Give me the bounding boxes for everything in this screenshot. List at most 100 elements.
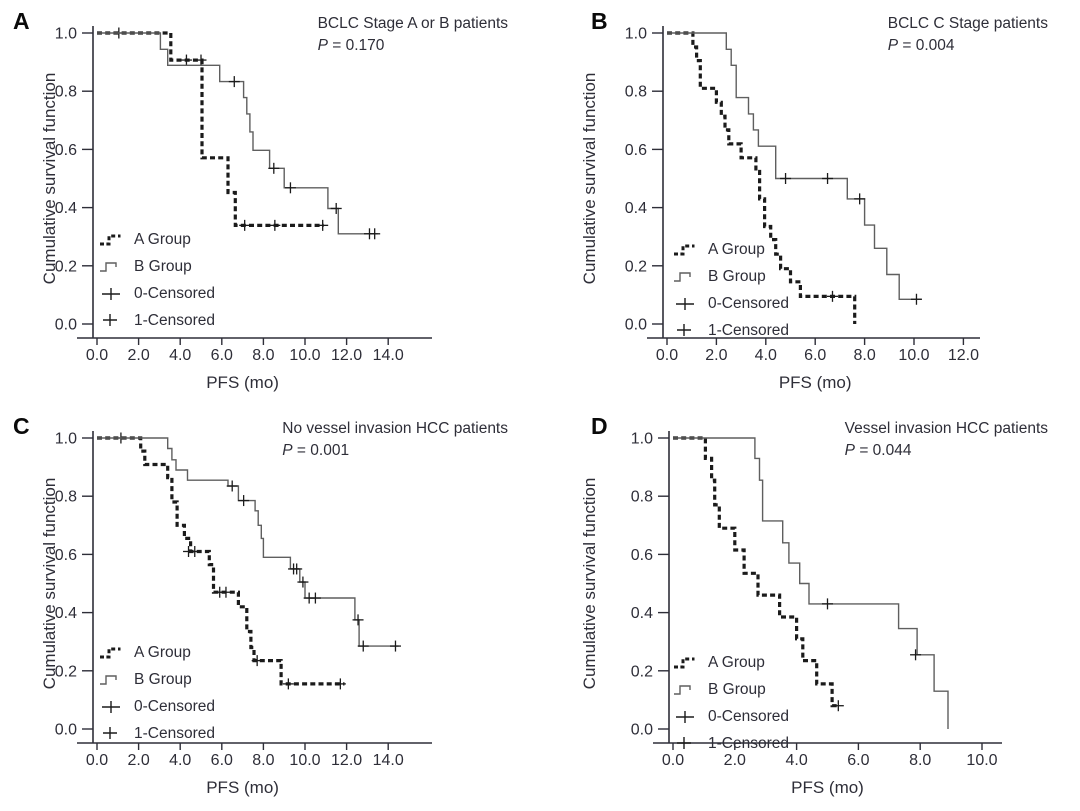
x-tick-label: 2.0 — [705, 347, 727, 364]
b-group-line-icon — [674, 684, 691, 695]
x-tick-label: 12.0 — [948, 347, 979, 364]
panel-letter: D — [591, 413, 608, 439]
a-group-line-icon — [674, 244, 695, 255]
legend-item-a-group: A Group — [99, 639, 215, 666]
x-tick-label: 0.0 — [86, 347, 108, 364]
legend-item-label: 0-Censored — [708, 707, 789, 725]
y-tick-label: 1.0 — [55, 431, 77, 448]
p-value: P = 0.004 — [888, 35, 1048, 57]
y-tick-label: 0.0 — [631, 722, 653, 739]
censored-0-icon — [102, 700, 120, 713]
x-tick-label: 10.0 — [898, 347, 929, 364]
legend-item-a-group: A Group — [673, 236, 789, 263]
panel-title-text: No vessel invasion HCC patients — [282, 420, 508, 437]
panel-letter: C — [13, 413, 30, 439]
x-tick-label: 12.0 — [331, 347, 362, 364]
x-tick-label: 4.0 — [169, 752, 191, 769]
legend-item-label: 0-Censored — [134, 284, 215, 302]
legend-item-label: A Group — [708, 653, 765, 671]
legend-item-b-group: B Group — [673, 263, 789, 290]
panel-c-chart: 1.0 0.8 0.6 0.4 0.2 0.0 0.0 2.0 4.0 6.0 8.0 10.0 12.… — [40, 431, 432, 797]
y-tick-label: 0.8 — [631, 489, 653, 506]
x-tick-label: 6.0 — [804, 347, 826, 364]
x-tick-label: 10.0 — [966, 752, 997, 769]
x-tick-label: 8.0 — [252, 347, 274, 364]
b-group-line-icon — [674, 271, 691, 282]
y-tick-label: 0.8 — [55, 84, 77, 101]
x-tick-label: 12.0 — [331, 752, 362, 769]
p-value-text: = 0.004 — [898, 37, 955, 54]
a-group-line-icon — [100, 647, 121, 658]
legend-item-a-group: A Group — [99, 226, 215, 253]
censored-1-icon — [677, 323, 691, 336]
legend: A Group B Group 0-Censored 1-Censored — [673, 649, 789, 757]
panel-title: No vessel invasion HCC patients P = 0.00… — [282, 418, 508, 462]
legend-item-censored-1: 1-Censored — [673, 730, 789, 757]
censored-1-icon — [677, 736, 691, 749]
y-tick-label: 0.8 — [625, 84, 647, 101]
b-group-curve — [97, 437, 399, 647]
censored-1-icon — [103, 313, 117, 326]
y-tick-label: 0.2 — [625, 258, 647, 275]
x-axis-label: PFS (mo) — [791, 778, 864, 797]
legend-item-label: 0-Censored — [708, 294, 789, 312]
x-tick-label: 14.0 — [373, 347, 404, 364]
b-group-line-icon — [100, 261, 117, 272]
x-tick-label: 4.0 — [755, 347, 777, 364]
p-value-text: = 0.001 — [292, 442, 350, 459]
legend-item-b-group: B Group — [99, 253, 215, 280]
x-tick-label: 2.0 — [127, 347, 149, 364]
x-tick-label: 6.0 — [847, 752, 869, 769]
panel-title-text: BCLC C Stage patients — [887, 15, 1048, 32]
censored-0-icon — [676, 710, 694, 723]
panel-a-chart: 1.0 0.8 0.6 0.4 0.2 0.0 0.0 2.0 4.0 6.0 8.0 10.0 12.… — [40, 26, 432, 392]
legend-item-label: A Group — [708, 240, 765, 258]
panel-letter: B — [591, 8, 608, 34]
panel-b-chart: 1.0 0.8 0.6 0.4 0.2 0.0 0.0 2.0 4.0 6.0 8.0 10.0 12.… — [580, 26, 980, 392]
panel-title: BCLC C Stage patients P = 0.004 — [888, 13, 1048, 57]
p-symbol: P — [282, 442, 293, 459]
legend-item-label: B Group — [134, 257, 192, 275]
p-symbol: P — [317, 37, 328, 54]
y-axis-label: Cumulative survival function — [40, 478, 59, 690]
y-tick-label: 0.2 — [631, 663, 653, 680]
y-tick-label: 0.6 — [631, 547, 653, 564]
y-axis-label: Cumulative survival function — [40, 73, 59, 285]
x-tick-label: 4.0 — [785, 752, 807, 769]
legend-item-label: 1-Censored — [708, 734, 789, 752]
legend-item-b-group: B Group — [99, 666, 215, 693]
legend-item-label: B Group — [708, 680, 766, 698]
legend-item-label: B Group — [708, 267, 766, 285]
y-tick-label: 0.4 — [55, 200, 77, 217]
panel-title: BCLC Stage A or B patients P = 0.170 — [318, 13, 508, 57]
panel-c: 1.0 0.8 0.6 0.4 0.2 0.0 0.0 2.0 4.0 6.0 8.0 10.0 12.… — [0, 405, 540, 811]
p-symbol: P — [844, 442, 856, 459]
x-tick-label: 2.0 — [724, 752, 746, 769]
legend-item-censored-0: 0-Censored — [673, 290, 789, 317]
y-tick-label: 0.6 — [55, 547, 77, 564]
y-tick-label: 0.0 — [55, 722, 77, 739]
legend-item-label: 1-Censored — [134, 311, 215, 329]
panel-b: 1.0 0.8 0.6 0.4 0.2 0.0 0.0 2.0 4.0 6.0 8.0 10.0 12.… — [540, 0, 1080, 405]
legend: A Group B Group 0-Censored 1-Censored — [99, 226, 215, 334]
p-value-text: = 0.170 — [327, 37, 385, 54]
x-tick-label: 8.0 — [909, 752, 931, 769]
b-group-curve — [97, 32, 378, 235]
p-symbol: P — [887, 37, 899, 54]
y-tick-label: 0.0 — [625, 317, 647, 334]
x-axis-label: PFS (mo) — [779, 373, 852, 392]
x-tick-label: 4.0 — [169, 347, 191, 364]
panel-letter: A — [13, 8, 30, 34]
y-tick-label: 0.2 — [55, 258, 77, 275]
p-value: P = 0.001 — [282, 440, 508, 462]
legend-item-censored-1: 1-Censored — [99, 720, 215, 747]
legend-item-label: 1-Censored — [134, 724, 215, 742]
y-tick-label: 1.0 — [55, 26, 77, 43]
b-group-curve — [673, 437, 949, 729]
x-tick-label: 8.0 — [252, 752, 274, 769]
panel-a: 1.0 0.8 0.6 0.4 0.2 0.0 0.0 2.0 4.0 6.0 8.0 10.0 12.… — [0, 0, 540, 405]
a-group-line-icon — [100, 234, 121, 245]
legend: A Group B Group 0-Censored 1-Censored — [99, 639, 215, 747]
y-tick-label: 0.8 — [55, 489, 77, 506]
